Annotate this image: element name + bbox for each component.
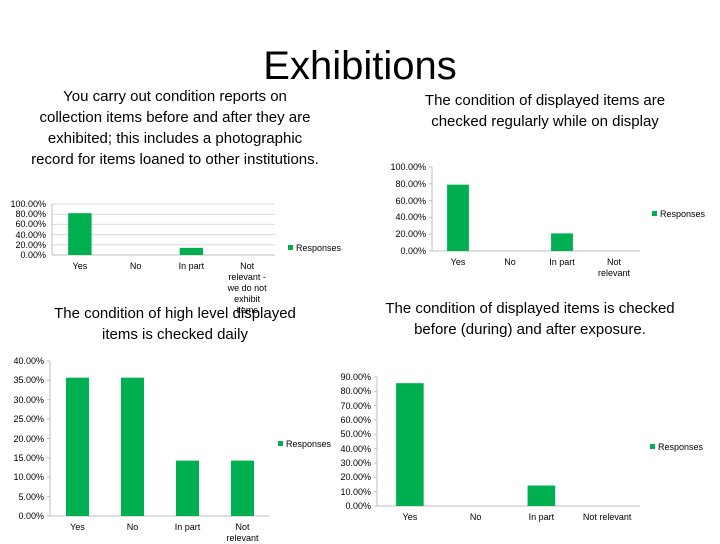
- x-tick-label: Yes: [402, 512, 418, 522]
- x-tick-label: Not relevant: [582, 512, 632, 522]
- y-tick-label: 40.00%: [340, 443, 371, 454]
- y-tick-label: 20.00%: [340, 472, 371, 483]
- bar: [527, 485, 556, 506]
- bar: [551, 233, 573, 251]
- x-tick-label: Not relevant - we do not exhibit items: [227, 261, 267, 315]
- bar: [447, 184, 469, 251]
- y-tick-label: 0.00%: [345, 501, 371, 511]
- chart-title: You carry out condition reports on colle…: [31, 88, 319, 168]
- bar: [65, 377, 90, 516]
- x-tick-label: Yes: [72, 261, 88, 271]
- bar: [68, 213, 92, 255]
- y-tick-label: 70.00%: [340, 400, 371, 411]
- x-tick-label: In part: [549, 257, 575, 267]
- page-title: Exhibitions: [263, 44, 457, 88]
- y-tick-label: 60.00%: [15, 219, 46, 230]
- legend-label: Responses: [286, 439, 332, 449]
- legend-swatch: [288, 245, 293, 250]
- legend-swatch: [652, 211, 657, 216]
- x-tick-label: In part: [174, 522, 201, 532]
- y-tick-label: 35.00%: [13, 375, 44, 386]
- y-tick-label: 50.00%: [340, 429, 371, 440]
- legend-label: Responses: [296, 243, 342, 253]
- y-tick-label: 40.00%: [395, 212, 426, 223]
- y-tick-label: 10.00%: [13, 472, 44, 483]
- y-tick-label: 30.00%: [340, 458, 371, 468]
- x-tick-label: Not relevant: [226, 522, 259, 543]
- chart-title: The condition of displayed items are che…: [424, 92, 666, 130]
- y-tick-label: 5.00%: [18, 491, 44, 502]
- x-tick-label: Yes: [450, 257, 466, 267]
- legend-swatch: [650, 444, 655, 449]
- bar: [230, 460, 255, 516]
- y-tick-label: 60.00%: [340, 415, 371, 425]
- bar: [120, 377, 145, 516]
- bar: [396, 383, 424, 506]
- y-tick-label: 80.00%: [15, 209, 46, 220]
- y-tick-label: 100.00%: [10, 199, 46, 209]
- bar: [179, 247, 204, 255]
- bar: [175, 460, 200, 516]
- legend-swatch: [278, 441, 283, 446]
- y-tick-label: 15.00%: [13, 452, 44, 463]
- y-tick-label: 60.00%: [395, 195, 426, 206]
- y-tick-label: 40.00%: [15, 229, 46, 240]
- y-tick-label: 20.00%: [15, 239, 46, 250]
- legend-label: Responses: [658, 442, 704, 452]
- y-tick-label: 80.00%: [395, 178, 426, 189]
- y-tick-label: 0.00%: [20, 250, 46, 260]
- chart-title: The condition of displayed items is chec…: [385, 300, 675, 338]
- x-tick-label: Not relevant: [597, 257, 631, 278]
- x-tick-label: No: [126, 522, 139, 532]
- y-tick-label: 0.00%: [18, 511, 44, 521]
- y-tick-label: 20.00%: [13, 433, 44, 444]
- x-tick-label: Yes: [70, 522, 85, 532]
- y-tick-label: 0.00%: [400, 246, 426, 256]
- y-tick-label: 20.00%: [395, 229, 426, 240]
- x-tick-label: No: [469, 512, 482, 522]
- chart-title: The condition of high level displayed it…: [54, 305, 296, 343]
- x-tick-label: In part: [178, 261, 205, 271]
- y-tick-label: 90.00%: [340, 372, 371, 382]
- y-tick-label: 25.00%: [13, 414, 44, 425]
- y-tick-label: 30.00%: [13, 394, 44, 405]
- legend-label: Responses: [660, 209, 706, 219]
- x-tick-label: No: [129, 261, 142, 271]
- y-tick-label: 80.00%: [340, 386, 371, 397]
- x-tick-label: In part: [528, 512, 555, 522]
- y-tick-label: 10.00%: [340, 486, 371, 497]
- x-tick-label: No: [504, 257, 516, 267]
- y-tick-label: 100.00%: [390, 162, 426, 172]
- y-tick-label: 40.00%: [13, 356, 44, 366]
